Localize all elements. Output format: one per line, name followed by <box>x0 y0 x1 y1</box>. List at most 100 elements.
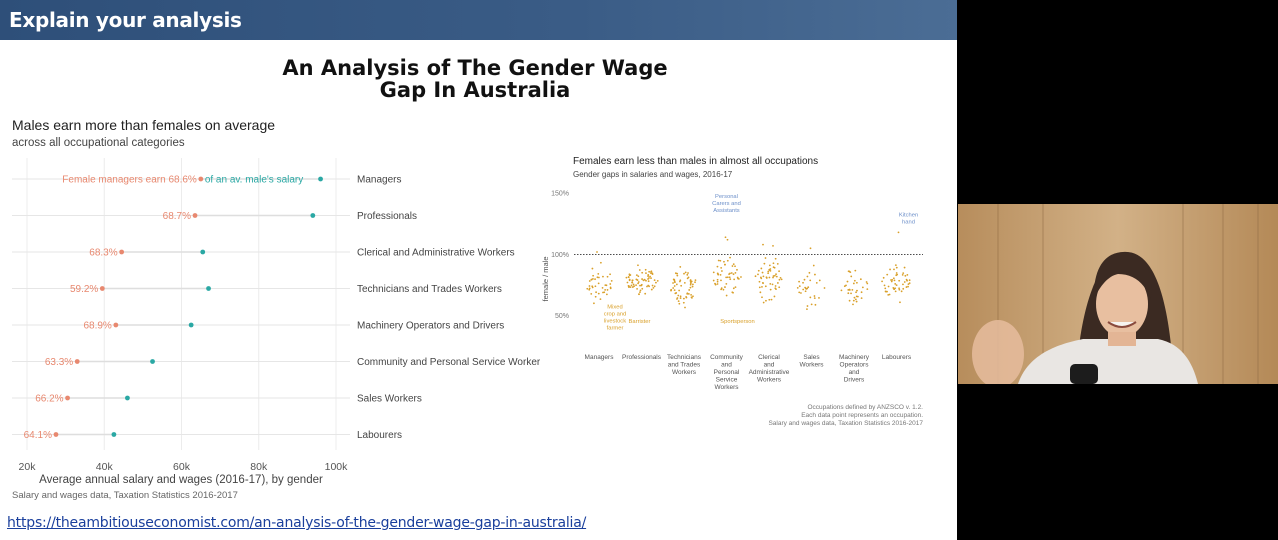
occupation-point <box>893 279 896 282</box>
occupation-point <box>904 274 907 277</box>
occupation-point <box>890 279 892 281</box>
occupation-point <box>899 301 901 304</box>
occupation-point <box>772 262 775 265</box>
occupation-point <box>588 280 591 282</box>
occupation-point <box>770 298 773 301</box>
occupation-point <box>757 273 759 276</box>
occupation-point <box>719 273 722 276</box>
occupation-point <box>855 300 858 303</box>
occupation-point <box>672 282 674 284</box>
occupation-point <box>682 301 685 304</box>
occupation-point <box>734 265 736 268</box>
occupation-point <box>648 285 651 288</box>
occupation-point <box>653 279 656 281</box>
occupation-point <box>903 266 906 269</box>
occupation-point <box>633 285 636 288</box>
occupation-point <box>597 272 600 275</box>
occupation-point <box>772 276 774 279</box>
point-annotation: Barrister <box>629 319 651 325</box>
article-link[interactable]: https://theambitiouseconomist.com/an-ana… <box>7 515 587 531</box>
beeswarm-chart-subtitle: Gender gaps in salaries and wages, 2016-… <box>573 170 733 179</box>
occupation-point <box>897 231 900 234</box>
ratio-label: 63.3% <box>45 357 73 368</box>
occupation-point <box>604 288 607 291</box>
occupation-point <box>677 300 680 303</box>
occupation-point <box>728 273 730 276</box>
occupation-point <box>714 282 716 285</box>
occupation-point <box>603 291 606 294</box>
category-label: Drivers <box>844 377 865 384</box>
slide-title-line: Gap In Australia <box>379 78 571 102</box>
occupation-point <box>635 278 638 281</box>
occupation-point <box>637 275 640 278</box>
occupation-point <box>653 285 656 288</box>
point-annotation: Carers and <box>712 201 741 207</box>
occupation-point <box>737 277 739 280</box>
category-label: Professionals <box>622 354 662 361</box>
occupation-point <box>720 288 723 291</box>
category-label: Clerical <box>758 354 780 361</box>
category-label: Operators <box>840 362 870 369</box>
occupation-point <box>847 270 850 273</box>
category-label: Technicians and Trades Workers <box>357 284 502 295</box>
occupation-point <box>588 285 591 287</box>
occupation-point <box>689 286 692 289</box>
occupation-point <box>692 295 694 298</box>
occupation-point <box>652 286 655 289</box>
occupation-point <box>651 272 654 275</box>
occupation-point <box>731 291 734 294</box>
occupation-point <box>888 293 891 296</box>
occupation-point <box>672 278 675 281</box>
occupation-point <box>759 291 762 294</box>
occupation-point <box>605 293 608 296</box>
occupation-point <box>775 273 777 276</box>
occupation-point <box>723 260 725 263</box>
slide-banner: Explain your analysis <box>0 0 957 40</box>
occupation-point <box>625 276 628 279</box>
occupation-point <box>630 284 633 287</box>
occupation-point <box>894 283 897 285</box>
occupation-point <box>586 287 589 290</box>
category-label: Workers <box>799 362 824 369</box>
occupation-point <box>632 283 635 286</box>
occupation-point <box>854 269 857 272</box>
occupation-point <box>809 247 812 250</box>
occupation-point <box>762 301 765 304</box>
occupation-point <box>641 278 643 280</box>
occupation-point <box>719 259 722 262</box>
occupation-point <box>728 276 731 279</box>
female-salary-point <box>65 395 70 401</box>
category-label: Workers <box>757 377 782 384</box>
occupation-point <box>762 275 765 278</box>
category-label: Sales <box>803 354 820 361</box>
occupation-point <box>882 276 885 279</box>
occupation-point <box>778 286 781 289</box>
category-label: Machinery Operators and Drivers <box>357 321 504 332</box>
occupation-point <box>675 283 678 286</box>
occupation-point <box>761 286 763 288</box>
category-label: Administrative <box>749 369 790 376</box>
occupation-point <box>650 270 652 273</box>
occupation-point <box>627 276 630 279</box>
occupation-point <box>631 281 634 284</box>
occupation-point <box>730 272 733 274</box>
occupation-point <box>678 289 681 292</box>
y-axis-label: female / male <box>541 256 550 301</box>
occupation-point <box>905 278 908 281</box>
occupation-point <box>724 286 726 288</box>
presenter-video-image <box>958 204 1278 384</box>
occupation-point <box>720 266 723 269</box>
male-salary-point <box>150 359 155 364</box>
category-label: Workers <box>714 384 739 391</box>
occupation-point <box>815 281 818 284</box>
occupation-point <box>851 288 854 291</box>
occupation-point <box>894 264 897 267</box>
occupation-point <box>769 282 772 285</box>
x-tick-label: 60k <box>173 461 191 473</box>
ratio-label: 68.3% <box>89 248 117 259</box>
occupation-point <box>729 278 732 281</box>
category-label: and <box>849 369 860 376</box>
occupation-point <box>765 299 767 302</box>
occupation-point <box>676 274 679 277</box>
